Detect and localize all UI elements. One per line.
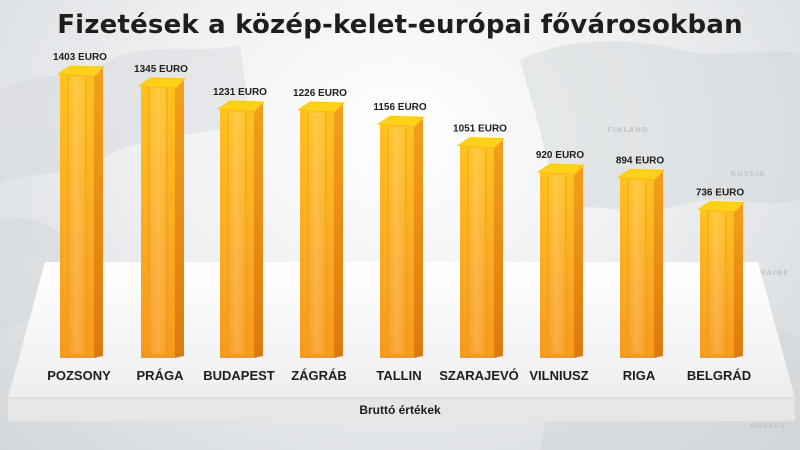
bar-shine bbox=[626, 180, 648, 354]
bar-shine bbox=[386, 127, 408, 355]
map-labels: FINLAND RUSSIA UKRAINE GREECE bbox=[607, 126, 789, 430]
bar-top bbox=[377, 115, 425, 127]
x-axis-label: Bruttó értékek bbox=[359, 403, 441, 417]
map-label: FINLAND bbox=[607, 126, 649, 134]
bar bbox=[537, 163, 585, 358]
map-shape-north bbox=[520, 41, 800, 211]
category-label: RIGA bbox=[623, 368, 656, 383]
category-label: PRÁGA bbox=[137, 368, 185, 383]
value-label: 1345 EURO bbox=[134, 64, 188, 75]
bars-group bbox=[57, 65, 745, 359]
bar-side bbox=[574, 167, 583, 358]
bar-side bbox=[334, 104, 343, 358]
map-label: GREECE bbox=[750, 422, 787, 430]
value-labels-group: 1403 EURO 1345 EURO 1231 EURO 1226 EURO 1156… bbox=[53, 52, 744, 198]
value-label: 894 EURO bbox=[616, 155, 665, 166]
value-label: 1226 EURO bbox=[293, 88, 347, 99]
value-label: 736 EURO bbox=[696, 187, 745, 198]
category-label: POZSONY bbox=[47, 368, 111, 383]
bar-shine bbox=[226, 111, 248, 354]
bar bbox=[377, 115, 425, 359]
bar-side bbox=[734, 204, 743, 358]
value-label: 1156 EURO bbox=[373, 102, 427, 113]
category-labels-group: POZSONY PRÁGA BUDAPEST ZÁGRÁB TALLIN SZARAJEV… bbox=[47, 368, 751, 383]
chart-title: Fizetések a közép-kelet-európai fővároso… bbox=[57, 10, 743, 40]
map-label: RUSSIA bbox=[731, 170, 766, 178]
bar bbox=[617, 169, 665, 358]
bar-shine bbox=[306, 112, 328, 354]
category-label: ZÁGRÁB bbox=[291, 368, 347, 383]
bar-side bbox=[414, 119, 423, 359]
category-label: VILNIUSZ bbox=[529, 368, 588, 383]
bar-top bbox=[138, 77, 186, 89]
value-label: 1231 EURO bbox=[213, 87, 267, 98]
bar-top bbox=[537, 163, 585, 175]
bar bbox=[297, 101, 345, 358]
category-label: BUDAPEST bbox=[203, 368, 275, 383]
bar-shine bbox=[706, 212, 728, 354]
bar-side bbox=[254, 103, 263, 358]
bar-shine bbox=[546, 175, 568, 354]
category-label: SZARAJEVÓ bbox=[439, 368, 518, 383]
bar bbox=[138, 77, 186, 359]
bar-top bbox=[57, 65, 105, 77]
category-label: TALLIN bbox=[376, 368, 421, 383]
platform-front bbox=[8, 398, 795, 421]
category-label: BELGRÁD bbox=[687, 368, 751, 383]
bar-shine bbox=[147, 88, 169, 355]
bar-top bbox=[217, 100, 265, 112]
bar bbox=[697, 201, 745, 358]
bar-shine bbox=[66, 77, 88, 354]
bar-top bbox=[297, 101, 345, 113]
bar-side bbox=[654, 172, 663, 358]
bar-top bbox=[697, 201, 745, 212]
value-label: 1403 EURO bbox=[53, 52, 107, 63]
bar-side bbox=[494, 140, 503, 358]
map-label: UKRAINE bbox=[747, 269, 789, 277]
map-shape-west bbox=[0, 45, 250, 185]
value-label: 1051 EURO bbox=[453, 124, 507, 135]
bar bbox=[457, 137, 505, 358]
bar-top bbox=[617, 169, 665, 180]
value-label: 920 EURO bbox=[536, 150, 585, 161]
bar-side bbox=[94, 69, 103, 358]
bar-side bbox=[175, 80, 184, 359]
bar-top bbox=[457, 137, 505, 148]
bar-shine bbox=[466, 148, 488, 354]
bar bbox=[217, 100, 265, 358]
bar bbox=[57, 65, 105, 358]
